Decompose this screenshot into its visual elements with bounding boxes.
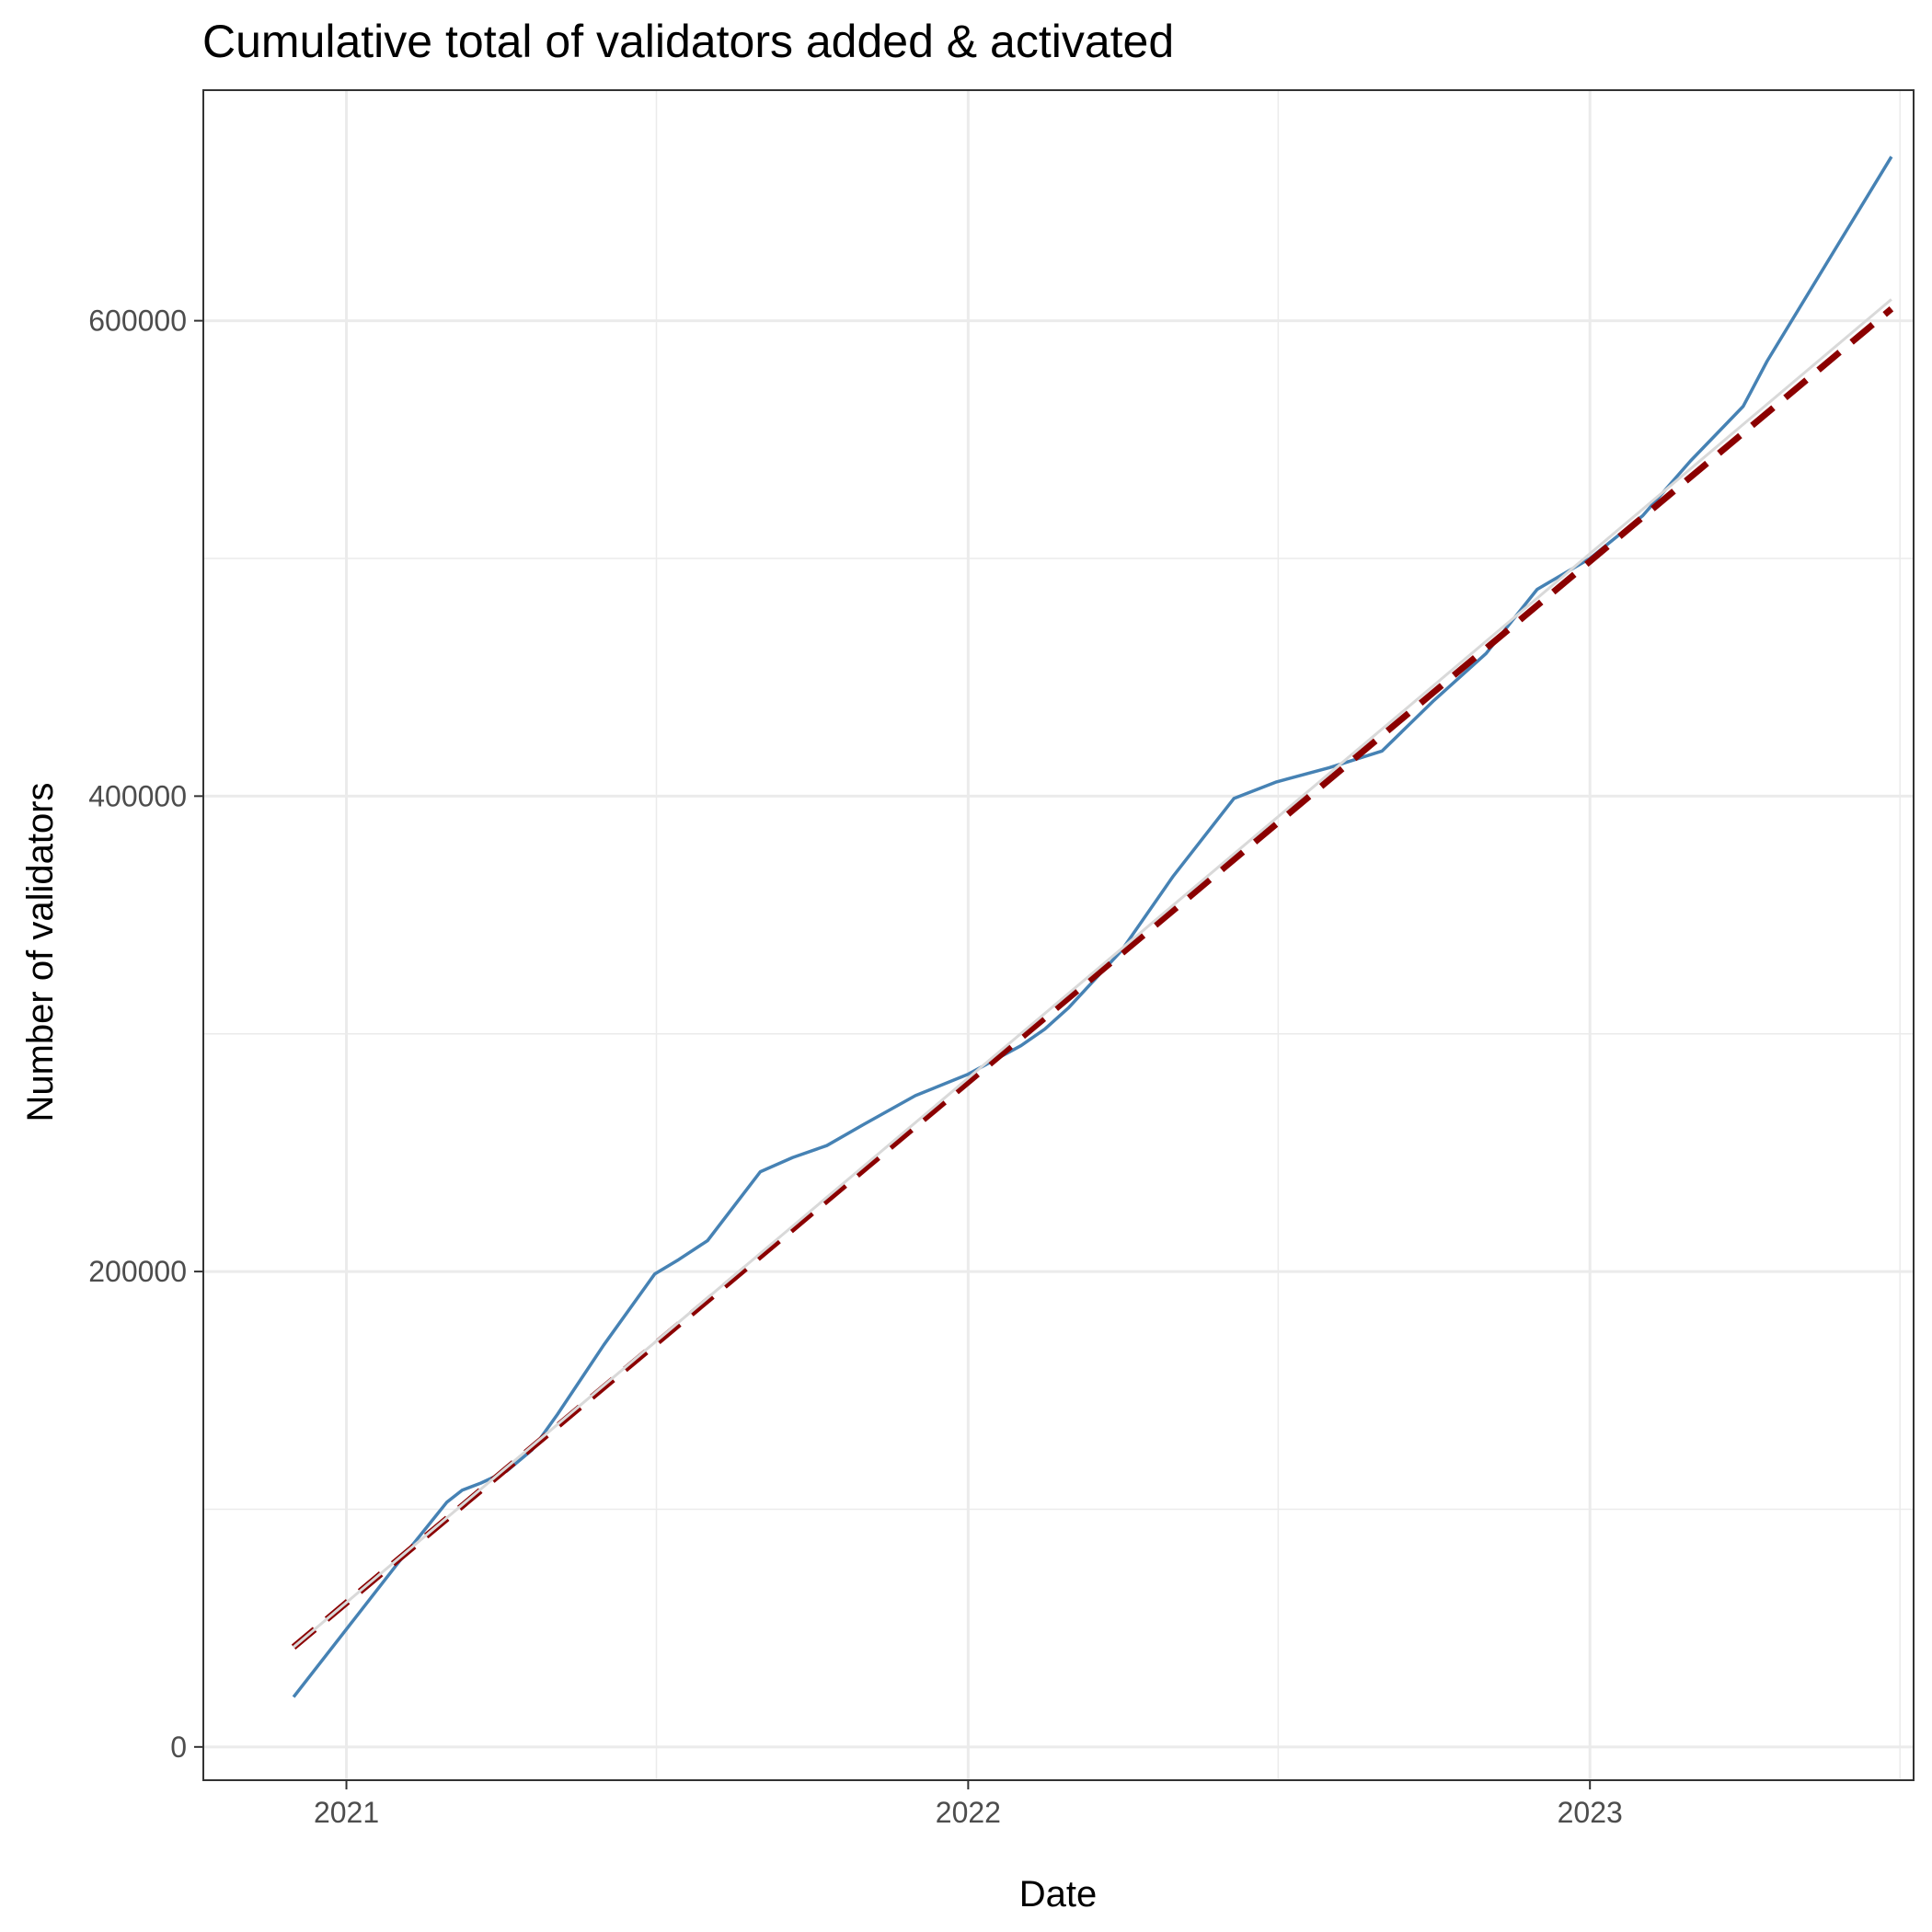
axes: 0 200000 400000 600000 2021 2022 2023 (88, 305, 1623, 1829)
chart-title: Cumulative total of validators added & a… (202, 16, 1174, 67)
series-layer (291, 155, 1894, 1698)
y-tick-label: 400000 (88, 779, 187, 812)
x-axis-title: Date (1019, 1874, 1098, 1915)
x-tick-label: 2022 (936, 1796, 1001, 1829)
y-tick-label: 600000 (88, 305, 187, 338)
plot-panel-border (202, 89, 1915, 1781)
linear-fit-line (293, 298, 1892, 1649)
validators-cumulative-line (292, 155, 1893, 1698)
y-tick-label: 200000 (88, 1255, 187, 1288)
x-tick-label: 2021 (314, 1796, 379, 1829)
x-tick-label: 2023 (1558, 1796, 1623, 1829)
y-axis-title: Number of validators (20, 782, 61, 1121)
grid (203, 90, 1914, 1780)
y-tick-label: 0 (170, 1731, 187, 1764)
